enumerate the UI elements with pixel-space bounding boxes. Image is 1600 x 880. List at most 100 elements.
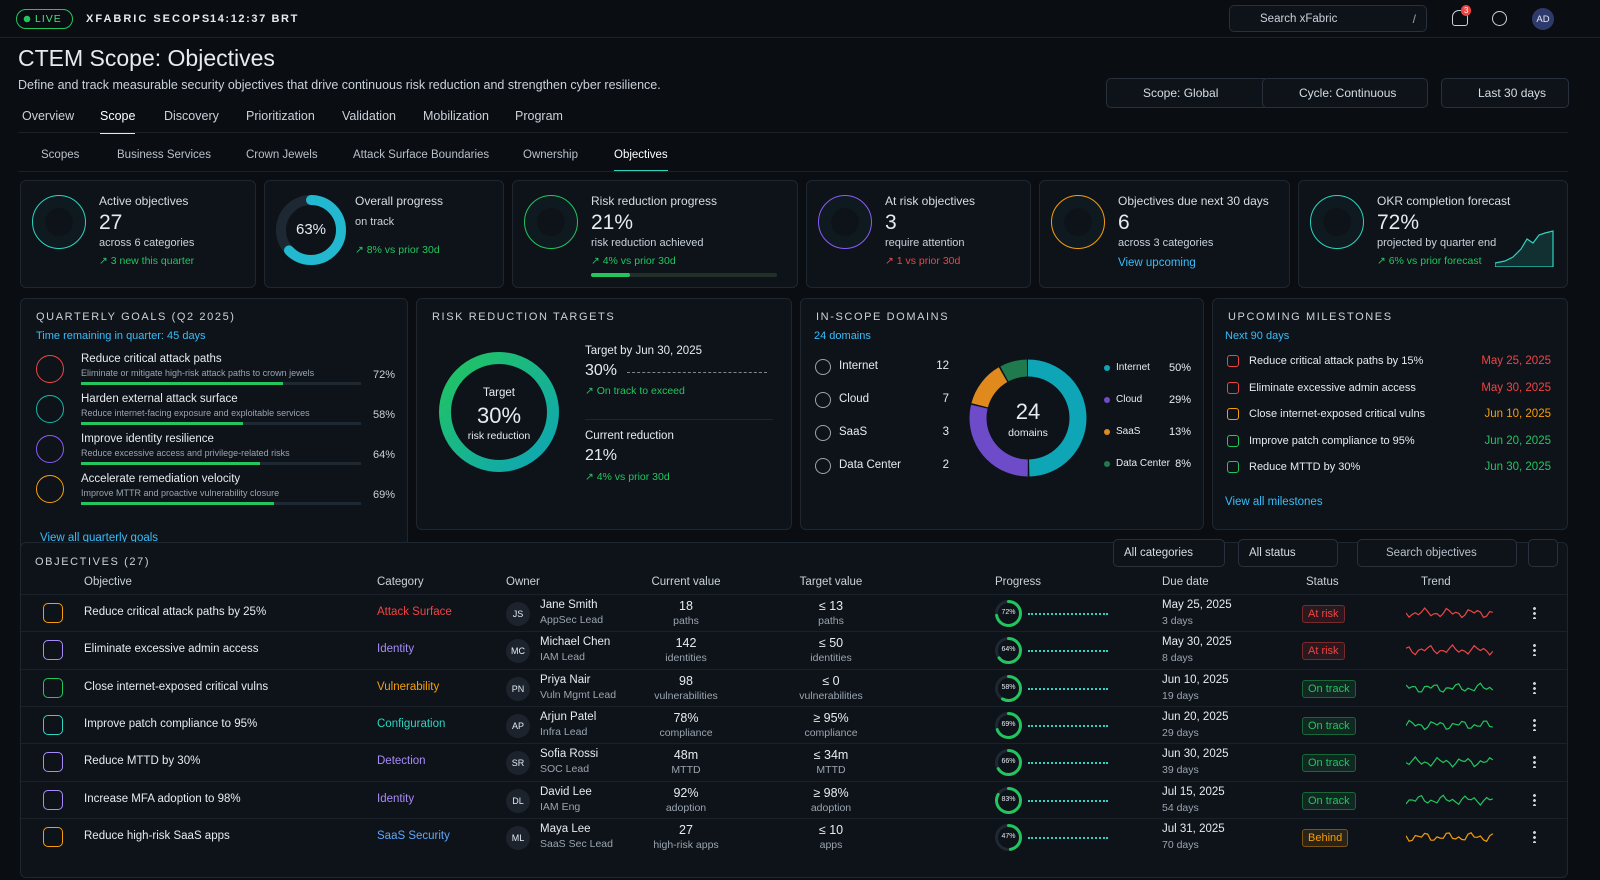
tab[interactable]: Mobilization	[423, 109, 490, 123]
domain-name: Data Center	[839, 459, 902, 471]
category: Vulnerability	[377, 680, 440, 693]
status-badge: On track	[1302, 679, 1356, 698]
filter-dropdown[interactable]: Cycle: Continuous	[1262, 78, 1428, 108]
kpi-link[interactable]: View upcoming	[1118, 257, 1196, 269]
target-value: 30%	[585, 362, 618, 379]
divider	[18, 171, 1568, 172]
objective-name: Increase MFA adoption to 98%	[84, 792, 241, 805]
due-date: Jul 31, 2025	[1162, 822, 1225, 835]
legend-share: 8%	[1175, 458, 1191, 470]
global-search[interactable]: Search xFabric /	[1229, 5, 1427, 32]
graphic	[1406, 719, 1493, 731]
goal-progress: 69%	[373, 489, 396, 501]
filter-dropdown[interactable]: Last 30 days	[1441, 78, 1569, 108]
tab[interactable]: Validation	[342, 109, 396, 123]
kpi-card: Objectives due next 30 days 6 across 3 cat…	[1039, 180, 1290, 288]
subtab[interactable]: Ownership	[523, 149, 578, 161]
row-icon	[43, 677, 63, 698]
status-badge: At risk	[1302, 605, 1345, 623]
graphic	[1406, 644, 1494, 657]
table-row[interactable]: Reduce critical attack paths by 25% Attac…	[21, 594, 1567, 631]
kpi-sub: across 6 categories	[99, 237, 195, 249]
row-icon	[43, 789, 63, 810]
milestone-date: May 25, 2025	[1481, 355, 1551, 367]
kpi-icon	[524, 195, 578, 249]
tab[interactable]: Overview	[22, 109, 75, 123]
goal-title: Harden external attack surface	[81, 393, 238, 405]
progress-label: 58%	[1001, 683, 1016, 691]
kpi-value: 6	[1118, 211, 1130, 234]
subtab[interactable]: Objectives	[614, 149, 668, 172]
kpi-label: Active objectives	[99, 194, 189, 208]
row-menu[interactable]	[1533, 643, 1536, 657]
subtab[interactable]: Crown Jewels	[246, 149, 318, 161]
panel-link[interactable]: View all milestones	[1225, 496, 1323, 508]
table-filter[interactable]: All categories	[1113, 539, 1225, 567]
progress-ring: 72%	[995, 600, 1022, 627]
status-badge: Behind	[1302, 828, 1349, 847]
owner-avatar: SR	[506, 751, 530, 776]
filter-label: Scope: Global	[1143, 86, 1219, 100]
row-icon	[43, 603, 63, 623]
table-row[interactable]: Increase MFA adoption to 98% Identity DL Da…	[21, 780, 1567, 818]
owner-avatar: JS	[506, 602, 530, 626]
filter-label: All categories	[1124, 547, 1194, 559]
tab[interactable]: Program	[515, 109, 563, 123]
due-in: 8 days	[1162, 652, 1193, 665]
graphic	[1406, 831, 1494, 842]
subtab[interactable]: Scopes	[41, 149, 80, 161]
row-menu[interactable]	[1533, 829, 1536, 843]
kpi-label: Objectives due next 30 days	[1118, 194, 1269, 208]
avatar[interactable]: AD	[1532, 8, 1554, 30]
target-unit: adoption	[810, 801, 852, 814]
table-row[interactable]: Reduce MTTD by 30% Detection SR Sofia Rossi…	[21, 743, 1567, 780]
row-menu[interactable]	[1533, 606, 1536, 619]
row-menu[interactable]	[1533, 792, 1536, 806]
table-filter[interactable]: All status	[1238, 539, 1338, 567]
owner-name: Arjun Patel	[540, 710, 597, 723]
owner-name: Michael Chen	[540, 636, 611, 649]
tab[interactable]: Discovery	[164, 109, 219, 123]
row-menu[interactable]	[1533, 717, 1536, 731]
tab[interactable]: Scope	[100, 109, 136, 134]
dotted-line	[627, 372, 767, 373]
bar-fill	[81, 502, 275, 505]
owner-name: Maya Lee	[540, 822, 591, 835]
tab[interactable]: Prioritization	[246, 109, 315, 123]
kpi-value: 3	[885, 211, 897, 234]
subtab[interactable]: Business Services	[117, 149, 211, 161]
owner-avatar: ML	[506, 825, 530, 850]
filter-dropdown[interactable]: Scope: Global	[1106, 78, 1269, 108]
subtab[interactable]: Attack Surface Boundaries	[353, 149, 490, 161]
goal-progress: 64%	[373, 449, 396, 461]
download[interactable]	[1528, 539, 1558, 567]
panel-link[interactable]: View all quarterly goals	[40, 532, 159, 544]
table-search[interactable]: Search objectives	[1357, 539, 1517, 567]
live-badge: LIVE	[16, 9, 73, 29]
donut-caption: domains	[1008, 427, 1048, 439]
current-value: 98	[679, 673, 693, 688]
panel: UPCOMING MILESTONES Next 90 days Reduce cr…	[1212, 298, 1568, 530]
table-row[interactable]: Improve patch compliance to 95% Configura…	[21, 705, 1567, 743]
domain-icon	[815, 425, 831, 441]
due-in: 54 days	[1162, 801, 1199, 814]
graphic	[995, 823, 1022, 851]
table-row[interactable]: Eliminate excessive admin access Identity…	[21, 631, 1567, 668]
row-menu[interactable]	[1533, 755, 1536, 769]
kpi-card: Risk reduction progress 21% risk reduction…	[512, 180, 798, 288]
table-row[interactable]: Reduce high-risk SaaS apps SaaS Security M…	[21, 817, 1567, 855]
row-icon	[43, 640, 63, 661]
milestone-date: Jun 30, 2025	[1484, 461, 1551, 473]
notifications[interactable]	[1452, 10, 1468, 26]
panel-sub: Next 90 days	[1225, 330, 1290, 342]
table-row[interactable]: Close internet-exposed critical vulns Vul…	[21, 668, 1567, 706]
progress-label: 69%	[1001, 720, 1016, 728]
trend-sparkline	[1406, 607, 1493, 619]
domain-count: 2	[942, 459, 949, 471]
graphic	[276, 195, 346, 265]
milestone-title: Reduce critical attack paths by 15%	[1249, 355, 1424, 367]
ring-progress	[995, 823, 1022, 851]
row-menu[interactable]	[1533, 680, 1536, 694]
help[interactable]	[1492, 11, 1507, 26]
